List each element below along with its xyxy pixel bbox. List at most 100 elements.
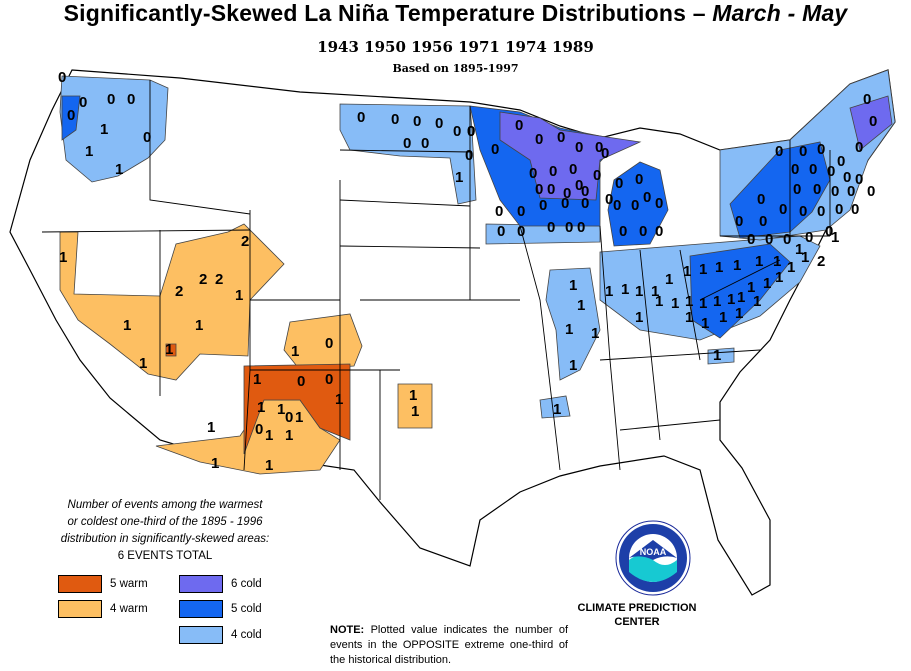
map-value-great-lakes: 0 xyxy=(535,181,544,198)
map-value-great-lakes: 0 xyxy=(575,139,584,156)
map-value-northeast: 0 xyxy=(813,181,822,198)
map-value-great-lakes: 0 xyxy=(557,129,566,146)
map-value-northeast: 2 xyxy=(817,253,826,270)
map-value-great-basin: 1 xyxy=(291,343,300,360)
map-value-northeast: 0 xyxy=(835,201,844,218)
map-value-great-lakes: 0 xyxy=(581,183,590,200)
map-value-great-lakes: 0 xyxy=(601,145,610,162)
region-nm-5warm xyxy=(243,363,351,455)
map-value-ohio-valley: 1 xyxy=(699,261,708,278)
map-value-great-lakes: 0 xyxy=(643,189,652,206)
map-value-northeast: 0 xyxy=(817,203,826,220)
map-value-texas: 1 xyxy=(411,403,420,420)
map-value-great-lakes: 0 xyxy=(563,185,572,202)
legend-item-4-cold: 4 cold xyxy=(179,626,262,644)
map-value-northeast: 0 xyxy=(847,183,856,200)
legend-item-5-cold: 5 cold xyxy=(179,600,262,618)
map-value-ohio-valley: 1 xyxy=(635,309,644,326)
region-nv-5warm xyxy=(165,343,177,357)
map-value-great-basin: 1 xyxy=(235,287,244,304)
map-value-north-plains: 0 xyxy=(391,111,400,128)
map-value-great-lakes: 0 xyxy=(539,197,548,214)
map-value-great-basin: 1 xyxy=(59,249,68,266)
map-value-northeast: 0 xyxy=(867,183,876,200)
footnote-text: Plotted value indicates the number of ev… xyxy=(330,624,568,666)
map-value-great-basin: 1 xyxy=(165,341,174,358)
footnote-label: NOTE: xyxy=(330,624,365,636)
base-period: Based on 1895-1997 xyxy=(392,62,519,75)
map-value-great-lakes: 0 xyxy=(491,141,500,158)
events-total: 6 EVENTS TOTAL xyxy=(117,550,213,562)
map-value-northeast: 0 xyxy=(855,139,864,156)
map-value-north-plains: 0 xyxy=(465,147,474,164)
map-value-northeast: 0 xyxy=(793,181,802,198)
map-value-north-plains: 0 xyxy=(435,115,444,132)
map-value-great-lakes: 0 xyxy=(517,223,526,240)
map-value-mississippi: 1 xyxy=(577,297,586,314)
map-value-great-lakes: 0 xyxy=(619,223,628,240)
map-value-ohio-valley: 1 xyxy=(665,271,674,288)
map-value-pnw: 1 xyxy=(100,121,109,138)
map-value-mississippi: 1 xyxy=(569,357,578,374)
map-value-northeast: 0 xyxy=(831,183,840,200)
map-value-ohio-valley: 1 xyxy=(635,283,644,300)
map-value-north-plains: 0 xyxy=(467,123,476,140)
map-value-northeast: 0 xyxy=(775,143,784,160)
map-value-great-basin: 2 xyxy=(241,233,250,250)
map-value-pnw: 0 xyxy=(107,91,116,108)
map-value-southwest-warm5: 0 xyxy=(297,373,306,390)
map-value-pnw: 0 xyxy=(67,107,76,124)
map-value-northeast: 0 xyxy=(851,201,860,218)
map-value-great-lakes: 0 xyxy=(639,223,648,240)
map-value-southwest-warm4: 0 xyxy=(285,409,294,426)
region-upper-mw-6cold xyxy=(499,111,642,201)
map-value-great-lakes: 0 xyxy=(569,161,578,178)
map-value-great-basin: 2 xyxy=(175,283,184,300)
map-value-ohio-valley: 1 xyxy=(727,291,736,308)
map-value-northeast: 0 xyxy=(869,113,878,130)
region-pnw-5cold xyxy=(61,95,81,141)
map-value-great-lakes: 0 xyxy=(605,191,614,208)
map-value-northeast: 0 xyxy=(765,231,774,248)
map-value-great-lakes: 0 xyxy=(547,219,556,236)
region-maine-6cold xyxy=(849,95,893,151)
map-value-great-lakes: 0 xyxy=(467,123,476,140)
map-value-great-lakes: 0 xyxy=(517,203,526,220)
map-value-ohio-valley: 1 xyxy=(671,295,680,312)
map-value-northeast: 0 xyxy=(799,203,808,220)
map-value-great-lakes: 0 xyxy=(561,195,570,212)
legend-caption-line-3: distribution in significantly-skewed are… xyxy=(60,533,270,545)
map-value-mississippi: 1 xyxy=(713,347,722,364)
footnote: NOTE: Plotted value indicates the number… xyxy=(330,623,568,668)
map-value-northeast: 0 xyxy=(757,191,766,208)
map-value-mississippi: 1 xyxy=(569,277,578,294)
map-value-southwest-warm4: 1 xyxy=(285,427,294,444)
map-value-ohio-valley: 1 xyxy=(735,305,744,322)
map-value-pnw: 0 xyxy=(127,91,136,108)
map-value-northeast: 1 xyxy=(773,253,782,270)
map-value-mississippi: 1 xyxy=(553,401,562,418)
map-value-texas: 1 xyxy=(409,387,418,404)
map-value-great-basin: 1 xyxy=(123,317,132,334)
map-value-great-lakes: 0 xyxy=(547,181,556,198)
map-value-great-basin: 2 xyxy=(199,271,208,288)
region-arkansas-4cold xyxy=(539,395,571,419)
legend-caption: Number of events among the warmest or co… xyxy=(20,497,310,548)
map-value-ohio-valley: 1 xyxy=(715,259,724,276)
legend-swatch xyxy=(179,626,223,644)
map-value-ohio-valley: 1 xyxy=(719,309,728,326)
map-value-great-lakes: 0 xyxy=(655,195,664,212)
map-value-north-plains: 0 xyxy=(403,135,412,152)
map-value-southwest-warm5: 0 xyxy=(255,421,264,438)
map-value-great-lakes: 0 xyxy=(515,117,524,134)
title-season: March - May xyxy=(712,0,848,26)
map-value-great-lakes: 0 xyxy=(631,197,640,214)
map-value-great-basin: 1 xyxy=(139,355,148,372)
legend-caption-line-1: Number of events among the warmest xyxy=(67,499,263,511)
map-value-northeast: 1 xyxy=(755,253,764,270)
map-value-great-lakes: 0 xyxy=(549,163,558,180)
map-value-north-plains: 1 xyxy=(455,169,464,186)
map-value-pnw: 1 xyxy=(115,161,124,178)
map-value-great-lakes: 0 xyxy=(593,167,602,184)
credit-line-1: CLIMATE PREDICTION xyxy=(577,602,697,614)
